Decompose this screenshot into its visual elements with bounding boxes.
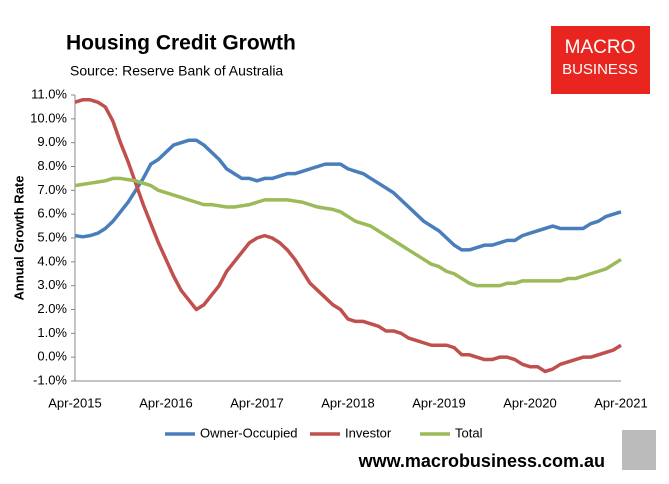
y-tick-label: 7.0% — [37, 182, 67, 197]
series-line — [74, 138, 622, 252]
y-axis-label: Annual Growth Rate — [11, 176, 26, 301]
y-tick-label: 1.0% — [37, 325, 67, 340]
y-tick-label: 6.0% — [37, 206, 67, 221]
y-tick-label: 5.0% — [37, 229, 67, 244]
footer-url: www.macrobusiness.com.au — [358, 451, 605, 471]
wolf-icon — [622, 430, 656, 470]
y-tick-label: 10.0% — [30, 110, 67, 125]
y-tick-label: 11.0% — [31, 86, 67, 101]
y-tick-label: 4.0% — [37, 253, 67, 268]
legend-label: Owner-Occupied — [200, 425, 298, 440]
x-tick-label: Apr-2015 — [48, 395, 101, 410]
logo — [551, 26, 650, 94]
legend-label: Total — [455, 425, 483, 440]
x-tick-label: Apr-2017 — [230, 395, 283, 410]
y-tick-label: 3.0% — [37, 277, 67, 292]
chart-subtitle: Source: Reserve Bank of Australia — [70, 63, 283, 79]
y-tick-label: 9.0% — [37, 134, 67, 149]
x-tick-label: Apr-2021 — [594, 395, 647, 410]
y-tick-label: 0.0% — [37, 349, 67, 364]
legend-label: Investor — [345, 425, 392, 440]
logo-text: MACRO — [565, 37, 636, 58]
series-line — [74, 176, 622, 288]
x-tick-label: Apr-2019 — [412, 395, 465, 410]
x-tick-label: Apr-2016 — [139, 395, 192, 410]
logo-text: BUSINESS — [562, 61, 638, 78]
y-tick-label: 8.0% — [37, 158, 67, 173]
x-tick-label: Apr-2020 — [503, 395, 556, 410]
y-tick-label: -1.0% — [33, 372, 67, 387]
series-line — [74, 98, 622, 374]
x-tick-label: Apr-2018 — [321, 395, 374, 410]
y-tick-label: 2.0% — [37, 301, 67, 316]
chart-title: Housing Credit Growth — [66, 32, 296, 55]
